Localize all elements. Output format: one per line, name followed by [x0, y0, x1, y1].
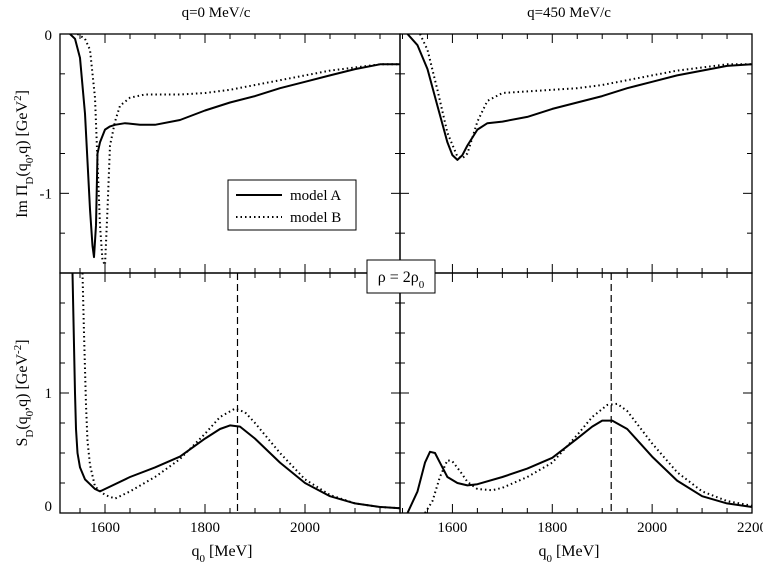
- panel-bottom-left: 1600 1800 2000 0 1: [45, 272, 401, 536]
- column-title-right: q=450 MeV/c: [527, 5, 611, 21]
- x-axis-title-left: q0 [MeV]: [191, 543, 252, 564]
- bottom-y-axis-title: SD(q0,q) [GeV-2]: [12, 339, 36, 446]
- y-tick-label: 0: [45, 499, 53, 515]
- density-annotation-text: ρ = 2ρ0: [378, 269, 425, 291]
- panel-bottom-right: 1600 1800 2000 2200: [399, 272, 763, 536]
- series-model-a-line: [406, 34, 752, 161]
- series-model-b-line: [419, 34, 752, 160]
- x-axis-title-right: q0 [MeV]: [538, 543, 599, 564]
- legend-label-model-a: model A: [290, 188, 341, 204]
- legend: model A model B: [227, 179, 357, 231]
- legend-box: [227, 179, 357, 231]
- panel-top-right: [399, 33, 753, 274]
- series-model-b-line: [76, 34, 400, 266]
- series-model-b-line: [424, 402, 752, 513]
- density-annotation-box: [366, 259, 436, 294]
- x-tick-label: 2000: [290, 520, 320, 536]
- x-tick-label: 1600: [437, 520, 467, 536]
- column-title-left: q=0 MeV/c: [182, 5, 251, 21]
- y-tick-label: 1: [45, 386, 53, 402]
- y-tick-label: 0: [45, 28, 53, 44]
- x-tick-label: 1600: [90, 520, 120, 536]
- x-tick-label: 1800: [190, 520, 220, 536]
- x-tick-label: 2200: [737, 520, 763, 536]
- x-tick-label: 1800: [537, 520, 567, 536]
- density-annotation: ρ = 2ρ0: [366, 259, 436, 294]
- legend-label-model-b: model B: [290, 210, 341, 226]
- y-tick-label: -1: [40, 186, 53, 202]
- panel-top-left: 0 -1: [40, 28, 401, 274]
- series-model-a-line: [71, 273, 400, 510]
- series-model-b-line: [81, 273, 400, 510]
- top-y-axis-title: Im ΠD(q0,q) [GeV2]: [12, 90, 36, 218]
- series-model-a-line: [406, 419, 752, 513]
- panel-frame: [59, 272, 401, 514]
- x-tick-label: 2000: [637, 520, 667, 536]
- panel-frame: [399, 272, 753, 514]
